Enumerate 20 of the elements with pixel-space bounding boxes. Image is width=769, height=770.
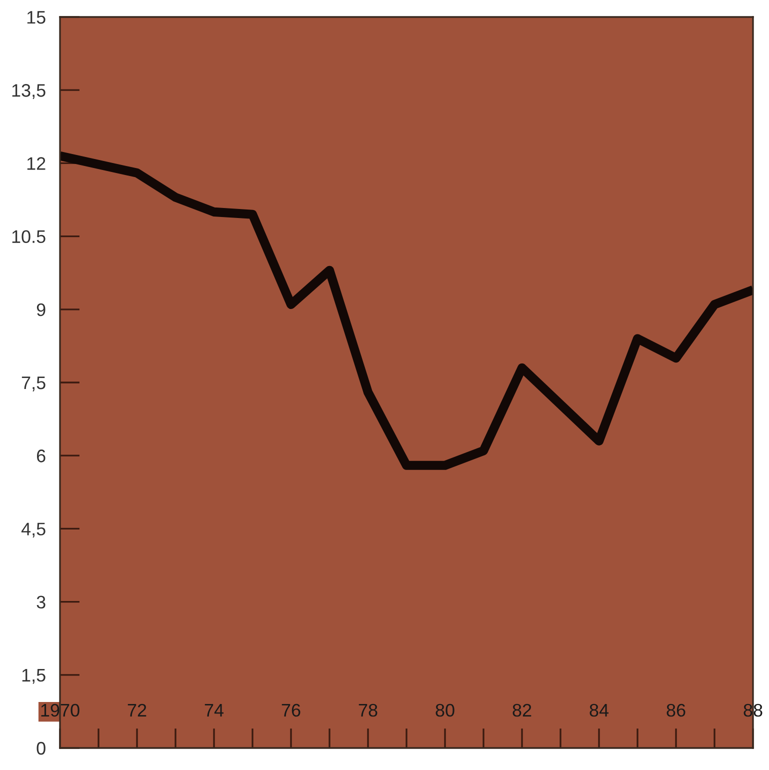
y-tick-label: 7,5 bbox=[22, 376, 46, 392]
y-tick-label: 9 bbox=[36, 303, 46, 316]
y-tick-label: 13,5 bbox=[12, 84, 46, 99]
x-tick-label: 78 bbox=[358, 704, 378, 717]
x-tick-label: 76 bbox=[282, 704, 300, 717]
y-tick-label: 3 bbox=[36, 596, 46, 609]
x-tick-label: 72 bbox=[128, 704, 146, 716]
y-tick-label: 4,5 bbox=[21, 522, 46, 538]
x-tick-label: 82 bbox=[512, 704, 532, 717]
y-tick-label: 10.5 bbox=[12, 230, 46, 244]
y-tick-label: 15 bbox=[27, 11, 46, 24]
x-tick-label: 84 bbox=[590, 704, 609, 717]
y-tick-label: 12 bbox=[27, 157, 46, 170]
x-tick-label: 74 bbox=[204, 704, 224, 716]
x-tick-label: 80 bbox=[436, 704, 454, 717]
y-tick-label: 1,5 bbox=[22, 669, 46, 684]
y-tick-label: 0 bbox=[36, 742, 46, 755]
y-tick-label: 6 bbox=[36, 450, 46, 462]
x-tick-label: 88 bbox=[744, 704, 762, 717]
x-tick-label: 86 bbox=[666, 704, 686, 717]
